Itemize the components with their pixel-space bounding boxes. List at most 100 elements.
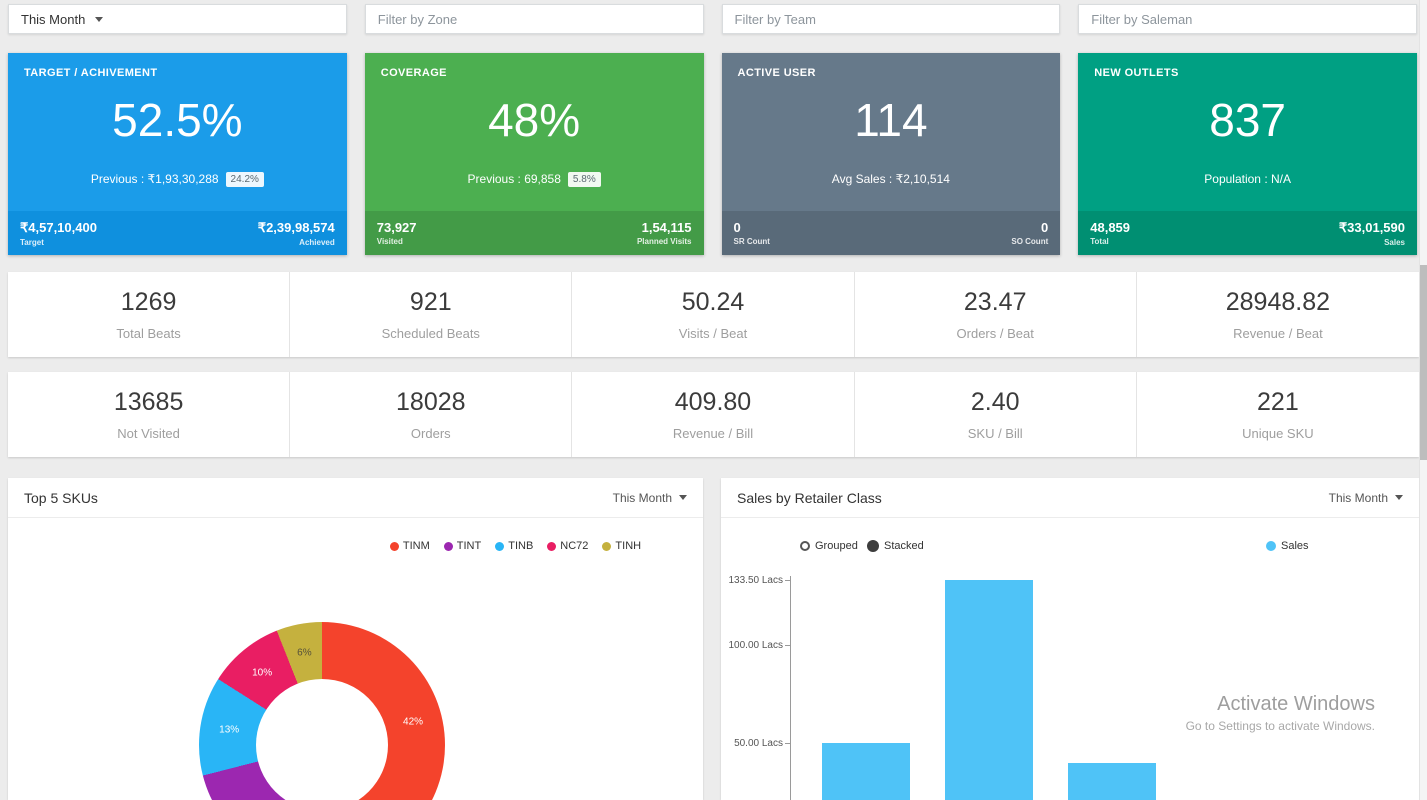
stat-orders: 18028 Orders [290,372,573,457]
card-title: COVERAGE [380,67,447,79]
card-title: TARGET / ACHIVEMENT [24,67,158,79]
stat-revenue-per-bill: 409.80 Revenue / Bill [572,372,855,457]
footer-left-value: 73,927 [376,220,417,235]
kpi-cards-row: TARGET / ACHIVEMENT 52.5% Previous : ₹1,… [8,53,1417,255]
pie-slice-label: 13% [219,724,240,736]
top-skus-panel: Top 5 SKUs This Month TINM TINT TINB NC72 TI… [8,478,703,800]
card-subtitle: Population : N/A [1078,172,1417,186]
grouped-radio[interactable]: Grouped [800,540,858,552]
stat-label: Orders [410,426,451,441]
footer-right-label: Sales [1384,237,1405,247]
legend-label: TINH [615,540,642,552]
sales-bar[interactable] [1068,763,1156,800]
footer-right-value: 1,54,115 [641,220,692,235]
card-value: 52.5% [112,94,243,146]
stat-label: Visits / Beat [678,326,748,341]
zone-filter-input[interactable] [364,4,704,34]
footer-right: 1,54,115 Planned Visits [637,220,692,246]
bar-chart-controls: Grouped Stacked Sales [721,540,1419,556]
footer-right-value: ₹33,01,590 [1338,219,1405,235]
stat-visits-per-beat: 50.24 Visits / Beat [572,272,855,357]
scrollbar-thumb[interactable] [1420,265,1427,460]
card-value: 837 [1209,94,1286,146]
footer-right: ₹2,39,98,574 Achieved [258,220,335,247]
grouped-label: Grouped [815,540,858,552]
stat-label: SKU / Bill [967,426,1023,441]
panel-header: Top 5 SKUs This Month [8,478,703,518]
legend-item-tinb[interactable]: TINB [495,540,533,552]
card-footer: ₹4,57,10,400 Target ₹2,39,98,574 Achieve… [8,211,347,255]
legend-item-tinm[interactable]: TINM [389,540,430,552]
sales-legend-item[interactable]: Sales [1266,540,1309,552]
y-axis-tick [785,580,790,581]
card-value: 114 [854,94,928,146]
legend-dot [602,541,612,551]
panel-title: Sales by Retailer Class [737,489,882,506]
stat-label: Total Beats [116,326,181,341]
legend-item-nc72[interactable]: NC72 [547,540,588,552]
footer-left-value: ₹4,57,10,400 [20,219,97,235]
panel-header: Sales by Retailer Class This Month [721,478,1419,518]
stat-label: Scheduled Beats [381,326,480,341]
pie-legend: TINM TINT TINB NC72 TINH [328,540,703,552]
legend-label: TINB [508,540,534,552]
stat-label: Not Visited [117,426,180,441]
previous-value: Previous : 69,858 [467,171,561,186]
y-axis-tick-label: 100.00 Lacs [728,640,784,652]
stat-not-visited: 13685 Not Visited [8,372,291,457]
stat-label: Revenue / Beat [1233,326,1323,341]
legend-item-tinh[interactable]: TINH [602,540,641,552]
retailer-period-dropdown[interactable]: This Month [1329,491,1403,505]
chevron-down-icon [95,16,104,22]
y-axis-tick [785,742,790,744]
stat-value: 28948.82 [1225,288,1331,316]
footer-right: ₹33,01,590 Sales [1339,220,1405,247]
footer-left: 0 SR Count [734,220,770,246]
delta-badge: 24.2% [225,171,264,187]
stat-unique-sku: 221 Unique SKU [1137,372,1419,457]
stat-value: 409.80 [674,388,752,416]
footer-right: 0 SO Count [1011,220,1048,246]
pie-slice-label: 10% [252,667,273,679]
card-footer: 73,927 Visited 1,54,115 Planned Visits [364,211,704,255]
sales-bar[interactable] [822,742,910,800]
team-filter-input[interactable] [721,4,1061,34]
stacked-radio[interactable]: Stacked [867,540,924,552]
legend-dot [443,541,453,551]
sku-period-dropdown[interactable]: This Month [613,491,687,505]
bar-plot: 133.50 Lacs 100.00 Lacs 50.00 Lacs [721,518,1419,800]
vertical-scrollbar[interactable] [1419,0,1427,800]
sales-bar[interactable] [945,580,1033,800]
stat-orders-per-beat: 23.47 Orders / Beat [855,272,1137,357]
avg-sales-value: Avg Sales : ₹2,10,514 [831,171,950,186]
donut-chart[interactable]: 42%29%13%10%6% [199,622,445,800]
card-subtitle: Previous : 69,858 5.8% [365,171,704,187]
stat-label: Revenue / Bill [672,426,754,441]
stat-value: 221 [1257,388,1299,416]
card-title: ACTIVE USER [737,67,816,79]
delta-badge: 5.8% [567,171,601,187]
kpi-card-target-achievement: TARGET / ACHIVEMENT 52.5% Previous : ₹1,… [8,53,347,255]
bar-chart-area: Grouped Stacked Sales 133.50 Lacs 100.00 … [721,518,1419,800]
pie-slice-label: 42% [403,716,424,728]
pie-slice-label: 6% [297,647,312,659]
card-footer: 0 SR Count 0 SO Count [721,211,1061,255]
footer-left: 73,927 Visited [377,220,417,246]
period-filter-dropdown[interactable]: This Month [8,4,347,34]
filter-row: This Month [8,4,1417,34]
population-value: Population : N/A [1204,171,1291,186]
y-axis-tick-label: 133.50 Lacs [728,575,784,586]
footer-left-value: 0 [733,220,741,235]
retailer-class-panel: Sales by Retailer Class This Month Group… [721,478,1419,800]
legend-dot [495,541,505,551]
footer-left-value: 48,859 [1090,220,1131,235]
y-axis [790,576,791,800]
footer-left: 48,859 Total [1090,220,1130,246]
donut-hole [256,679,388,800]
salesman-filter-input[interactable] [1078,4,1417,34]
stat-value: 18028 [396,388,466,416]
kpi-card-new-outlets: NEW OUTLETS 837 Population : N/A 48,859 … [1078,53,1417,255]
card-subtitle: Avg Sales : ₹2,10,514 [722,172,1061,186]
legend-item-tint[interactable]: TINT [443,540,481,552]
